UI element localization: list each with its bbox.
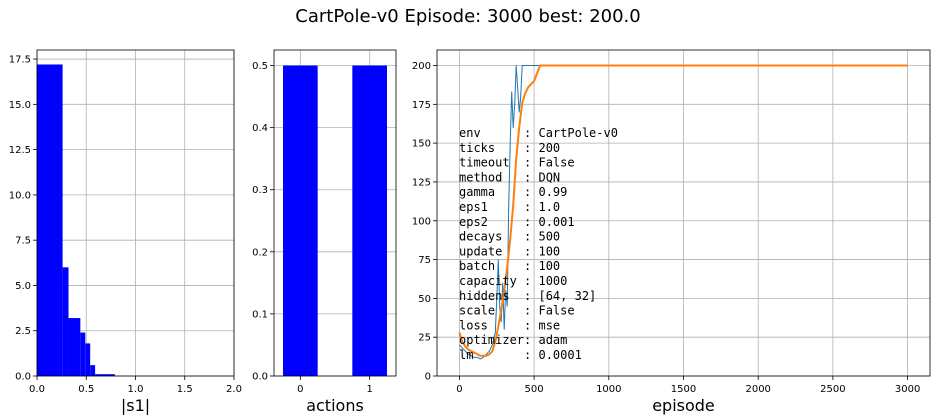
config-line-6: eps2 : 0.001 bbox=[459, 215, 575, 229]
actions-ytick-label-0: 0.0 bbox=[252, 372, 268, 383]
s1-xtick-label-2: 1.0 bbox=[128, 384, 144, 395]
s1-bin-bar-4 bbox=[85, 343, 91, 376]
s1-bin-bar-2 bbox=[68, 318, 81, 376]
episode-xtick-label-4: 2000 bbox=[745, 384, 770, 395]
actions-ytick-label-3: 0.3 bbox=[252, 185, 268, 196]
s1-ytick-label-6: 15.0 bbox=[9, 100, 31, 111]
episode-ytick-label-3: 75 bbox=[418, 255, 431, 266]
config-line-0: env : CartPole-v0 bbox=[459, 126, 618, 140]
s1-ytick-label-5: 12.5 bbox=[9, 145, 31, 156]
s1-xtick-label-3: 1.5 bbox=[177, 384, 193, 395]
config-line-15: lm : 0.0001 bbox=[459, 348, 582, 362]
s1-bin-bar-3 bbox=[80, 332, 86, 376]
s1-ytick-label-1: 2.5 bbox=[15, 326, 31, 337]
episode-reward-panel: 0 500 1000 1500 2000 2500 3000 0 25 50 75 100 125 150… bbox=[412, 49, 931, 415]
figure-title: CartPole-v0 Episode: 3000 best: 200.0 bbox=[295, 6, 640, 27]
episode-xtick-label-0: 0 bbox=[456, 384, 462, 395]
config-line-8: update : 100 bbox=[459, 244, 560, 258]
config-line-13: loss : mse bbox=[459, 318, 560, 332]
episode-reward-frame bbox=[436, 49, 931, 377]
actions-ytick-label-2: 0.2 bbox=[252, 247, 268, 258]
config-line-5: eps1 : 1.0 bbox=[459, 200, 560, 214]
config-line-1: ticks : 200 bbox=[459, 141, 560, 155]
s1-histogram-xlabel: |s1| bbox=[121, 396, 150, 415]
s1-xtick-label-4: 2.0 bbox=[226, 384, 242, 395]
s1-bin-bar-1 bbox=[62, 267, 69, 376]
config-line-7: decays : 500 bbox=[459, 230, 560, 244]
config-line-9: batch : 100 bbox=[459, 259, 560, 273]
s1-ytick-label-4: 10.0 bbox=[9, 190, 31, 201]
episode-ytick-label-1: 25 bbox=[418, 333, 431, 344]
s1-bin-bar-0 bbox=[37, 64, 63, 376]
episode-xtick-label-5: 2500 bbox=[820, 384, 845, 395]
episode-ytick-label-8: 200 bbox=[412, 61, 431, 72]
episode-ytick-label-6: 150 bbox=[412, 139, 431, 150]
s1-bin-bar-5 bbox=[90, 365, 96, 376]
actions-ytick-label-4: 0.4 bbox=[252, 123, 268, 134]
episode-xtick-label-3: 1500 bbox=[671, 384, 696, 395]
s1-histogram-panel: 0.0 0.5 1.0 1.5 2.0 0.0 2.5 5.0 7.5 10.0 12.5 15.0 1… bbox=[9, 49, 242, 415]
smoothed-episode-reward-line bbox=[458, 64, 908, 357]
actions-histogram-frame bbox=[273, 49, 397, 377]
s1-ytick-label-7: 17.5 bbox=[9, 55, 31, 66]
actions-ytick-label-1: 0.1 bbox=[252, 309, 268, 320]
config-line-4: gamma : 0.99 bbox=[459, 185, 567, 199]
s1-xtick-label-1: 0.5 bbox=[78, 384, 94, 395]
action-bar-0 bbox=[283, 65, 318, 377]
config-line-14: optimizer: adam bbox=[459, 333, 567, 347]
actions-histogram-xlabel: actions bbox=[306, 396, 364, 415]
episode-ytick-label-0: 0 bbox=[425, 372, 431, 383]
s1-histogram-frame bbox=[36, 49, 235, 377]
actions-xtick-label-1: 1 bbox=[366, 384, 372, 395]
s1-ytick-label-0: 0.0 bbox=[15, 372, 31, 383]
config-line-2: timeout : False bbox=[459, 156, 575, 170]
episode-ytick-label-7: 175 bbox=[412, 100, 431, 111]
actions-ytick-label-5: 0.5 bbox=[252, 61, 268, 72]
episode-xtick-label-1: 500 bbox=[525, 384, 544, 395]
config-line-12: scale : False bbox=[459, 304, 575, 318]
raw-episode-reward-line bbox=[459, 65, 908, 360]
actions-histogram-panel: 0 1 0.0 0.1 0.2 0.3 0.4 0.5 actions bbox=[252, 49, 397, 415]
s1-bin-bar-6 bbox=[95, 374, 115, 376]
action-bar-1 bbox=[352, 65, 387, 377]
config-line-3: method : DQN bbox=[459, 170, 560, 184]
actions-xtick-label-0: 0 bbox=[297, 384, 303, 395]
s1-ytick-label-3: 7.5 bbox=[15, 236, 31, 247]
episode-xtick-label-2: 1000 bbox=[596, 384, 621, 395]
config-line-11: hiddens : [64, 32] bbox=[459, 289, 596, 303]
config-line-10: capacity : 1000 bbox=[459, 274, 567, 288]
episode-ytick-label-5: 125 bbox=[412, 177, 431, 188]
episode-xtick-label-6: 3000 bbox=[895, 384, 920, 395]
s1-xtick-label-0: 0.0 bbox=[29, 384, 45, 395]
s1-ytick-label-2: 5.0 bbox=[15, 281, 31, 292]
episode-ytick-label-4: 100 bbox=[412, 216, 431, 227]
episode-ytick-label-2: 50 bbox=[418, 294, 431, 305]
episode-reward-xlabel: episode bbox=[652, 396, 715, 415]
